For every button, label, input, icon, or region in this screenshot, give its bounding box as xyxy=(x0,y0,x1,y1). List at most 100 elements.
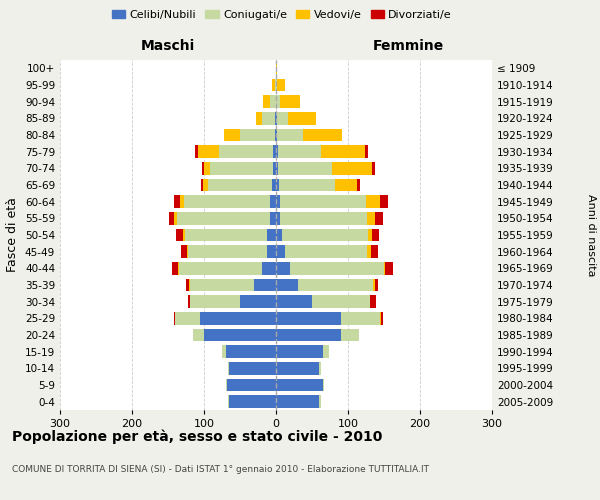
Bar xyxy=(270,96,276,108)
Bar xyxy=(276,112,277,124)
Bar xyxy=(381,312,383,324)
Bar xyxy=(380,196,388,208)
Bar xyxy=(227,379,276,391)
Bar xyxy=(282,229,368,241)
Bar xyxy=(368,229,372,241)
Bar xyxy=(268,229,276,241)
Bar xyxy=(280,196,366,208)
Bar xyxy=(276,346,323,358)
Bar xyxy=(365,146,368,158)
Bar xyxy=(187,246,188,258)
Bar xyxy=(270,196,276,208)
Bar xyxy=(229,362,276,374)
Bar xyxy=(341,312,380,324)
Bar xyxy=(312,296,370,308)
Bar xyxy=(276,312,341,324)
Bar xyxy=(290,262,384,274)
Bar xyxy=(277,112,287,124)
Bar xyxy=(319,362,322,374)
Bar xyxy=(323,379,324,391)
Bar xyxy=(356,179,360,192)
Bar xyxy=(276,146,278,158)
Bar xyxy=(190,296,240,308)
Bar xyxy=(276,229,282,241)
Bar xyxy=(276,212,280,224)
Bar xyxy=(275,112,276,124)
Bar xyxy=(332,162,372,174)
Bar xyxy=(188,246,268,258)
Bar xyxy=(284,246,367,258)
Bar xyxy=(276,96,280,108)
Bar xyxy=(184,196,270,208)
Bar xyxy=(262,112,275,124)
Bar xyxy=(384,262,385,274)
Bar xyxy=(372,162,376,174)
Bar xyxy=(185,229,268,241)
Text: Maschi: Maschi xyxy=(141,38,195,52)
Bar xyxy=(228,362,229,374)
Bar xyxy=(276,129,277,141)
Bar xyxy=(176,212,270,224)
Bar xyxy=(270,212,276,224)
Bar xyxy=(275,129,276,141)
Bar xyxy=(287,112,316,124)
Bar xyxy=(276,396,319,408)
Text: Anni di nascita: Anni di nascita xyxy=(586,194,596,276)
Bar xyxy=(272,79,275,92)
Bar xyxy=(278,162,332,174)
Bar xyxy=(181,246,187,258)
Bar xyxy=(169,212,175,224)
Bar xyxy=(272,179,276,192)
Bar xyxy=(298,279,373,291)
Bar xyxy=(280,96,300,108)
Bar xyxy=(276,279,298,291)
Bar xyxy=(370,296,376,308)
Bar xyxy=(180,196,184,208)
Bar xyxy=(262,262,276,274)
Bar xyxy=(193,329,204,341)
Bar xyxy=(322,146,365,158)
Bar xyxy=(229,396,276,408)
Bar xyxy=(376,212,383,224)
Bar xyxy=(197,146,219,158)
Bar xyxy=(201,179,203,192)
Bar xyxy=(178,262,179,274)
Bar xyxy=(175,312,200,324)
Bar xyxy=(268,246,276,258)
Bar xyxy=(367,246,371,258)
Bar xyxy=(200,312,276,324)
Bar xyxy=(172,262,178,274)
Bar xyxy=(276,162,278,174)
Bar xyxy=(254,279,276,291)
Bar xyxy=(302,129,342,141)
Text: Popolazione per età, sesso e stato civile - 2010: Popolazione per età, sesso e stato civil… xyxy=(12,430,382,444)
Bar xyxy=(367,212,376,224)
Bar xyxy=(279,179,335,192)
Bar xyxy=(226,379,227,391)
Bar xyxy=(256,112,262,124)
Bar xyxy=(385,262,392,274)
Bar xyxy=(222,346,226,358)
Bar xyxy=(188,296,190,308)
Bar xyxy=(196,146,197,158)
Bar xyxy=(277,79,284,92)
Bar xyxy=(228,396,229,408)
Bar xyxy=(183,229,185,241)
Bar xyxy=(276,79,277,92)
Bar xyxy=(226,346,276,358)
Bar xyxy=(210,162,273,174)
Bar xyxy=(224,129,240,141)
Bar xyxy=(373,279,374,291)
Bar xyxy=(190,279,254,291)
Text: Femmine: Femmine xyxy=(373,38,443,52)
Bar xyxy=(276,362,319,374)
Bar xyxy=(341,329,359,341)
Bar xyxy=(203,179,208,192)
Bar xyxy=(176,229,183,241)
Bar xyxy=(276,62,277,74)
Bar xyxy=(175,196,180,208)
Y-axis label: Fasce di età: Fasce di età xyxy=(7,198,19,272)
Bar xyxy=(179,262,262,274)
Bar xyxy=(273,162,276,174)
Bar xyxy=(276,296,312,308)
